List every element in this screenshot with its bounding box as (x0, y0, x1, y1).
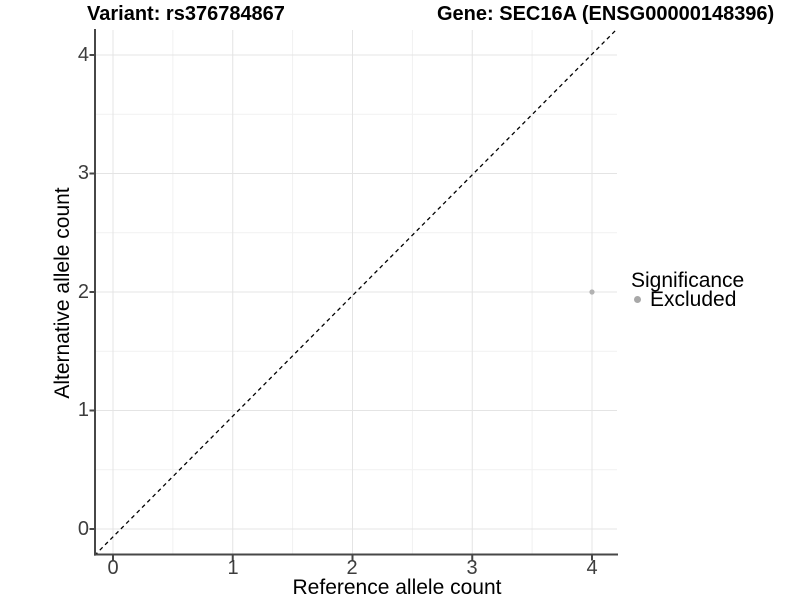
x-tick-marks (112, 555, 593, 561)
y-tick-label-0: 0 (77, 518, 89, 540)
y-tick-label-1: 1 (77, 399, 89, 421)
x-tick-label-0: 0 (107, 557, 119, 579)
legend-title: Significance (631, 269, 745, 292)
x-tick-label-2: 2 (346, 557, 358, 579)
x-tick-label-4: 4 (586, 557, 598, 579)
y-tick-label-2: 2 (77, 281, 89, 303)
identity-dashed-line (94, 29, 617, 556)
x-tick-label-3: 3 (466, 557, 478, 579)
legend-entry-label: Excluded (650, 288, 737, 311)
y-tick-label-3: 3 (77, 162, 89, 184)
legend-key-dot-icon (634, 296, 641, 303)
y-axis-title: Alternative allele count (51, 187, 74, 399)
gene-title: Gene: SEC16A (ENSG00000148396) (437, 3, 775, 25)
data-point (589, 289, 595, 295)
x-tick-label-1: 1 (227, 557, 239, 579)
x-axis-title: Reference allele count (292, 576, 502, 599)
y-tick-marks (89, 54, 95, 530)
y-tick-label-4: 4 (77, 44, 89, 66)
variant-title: Variant: rs376784867 (87, 3, 285, 25)
